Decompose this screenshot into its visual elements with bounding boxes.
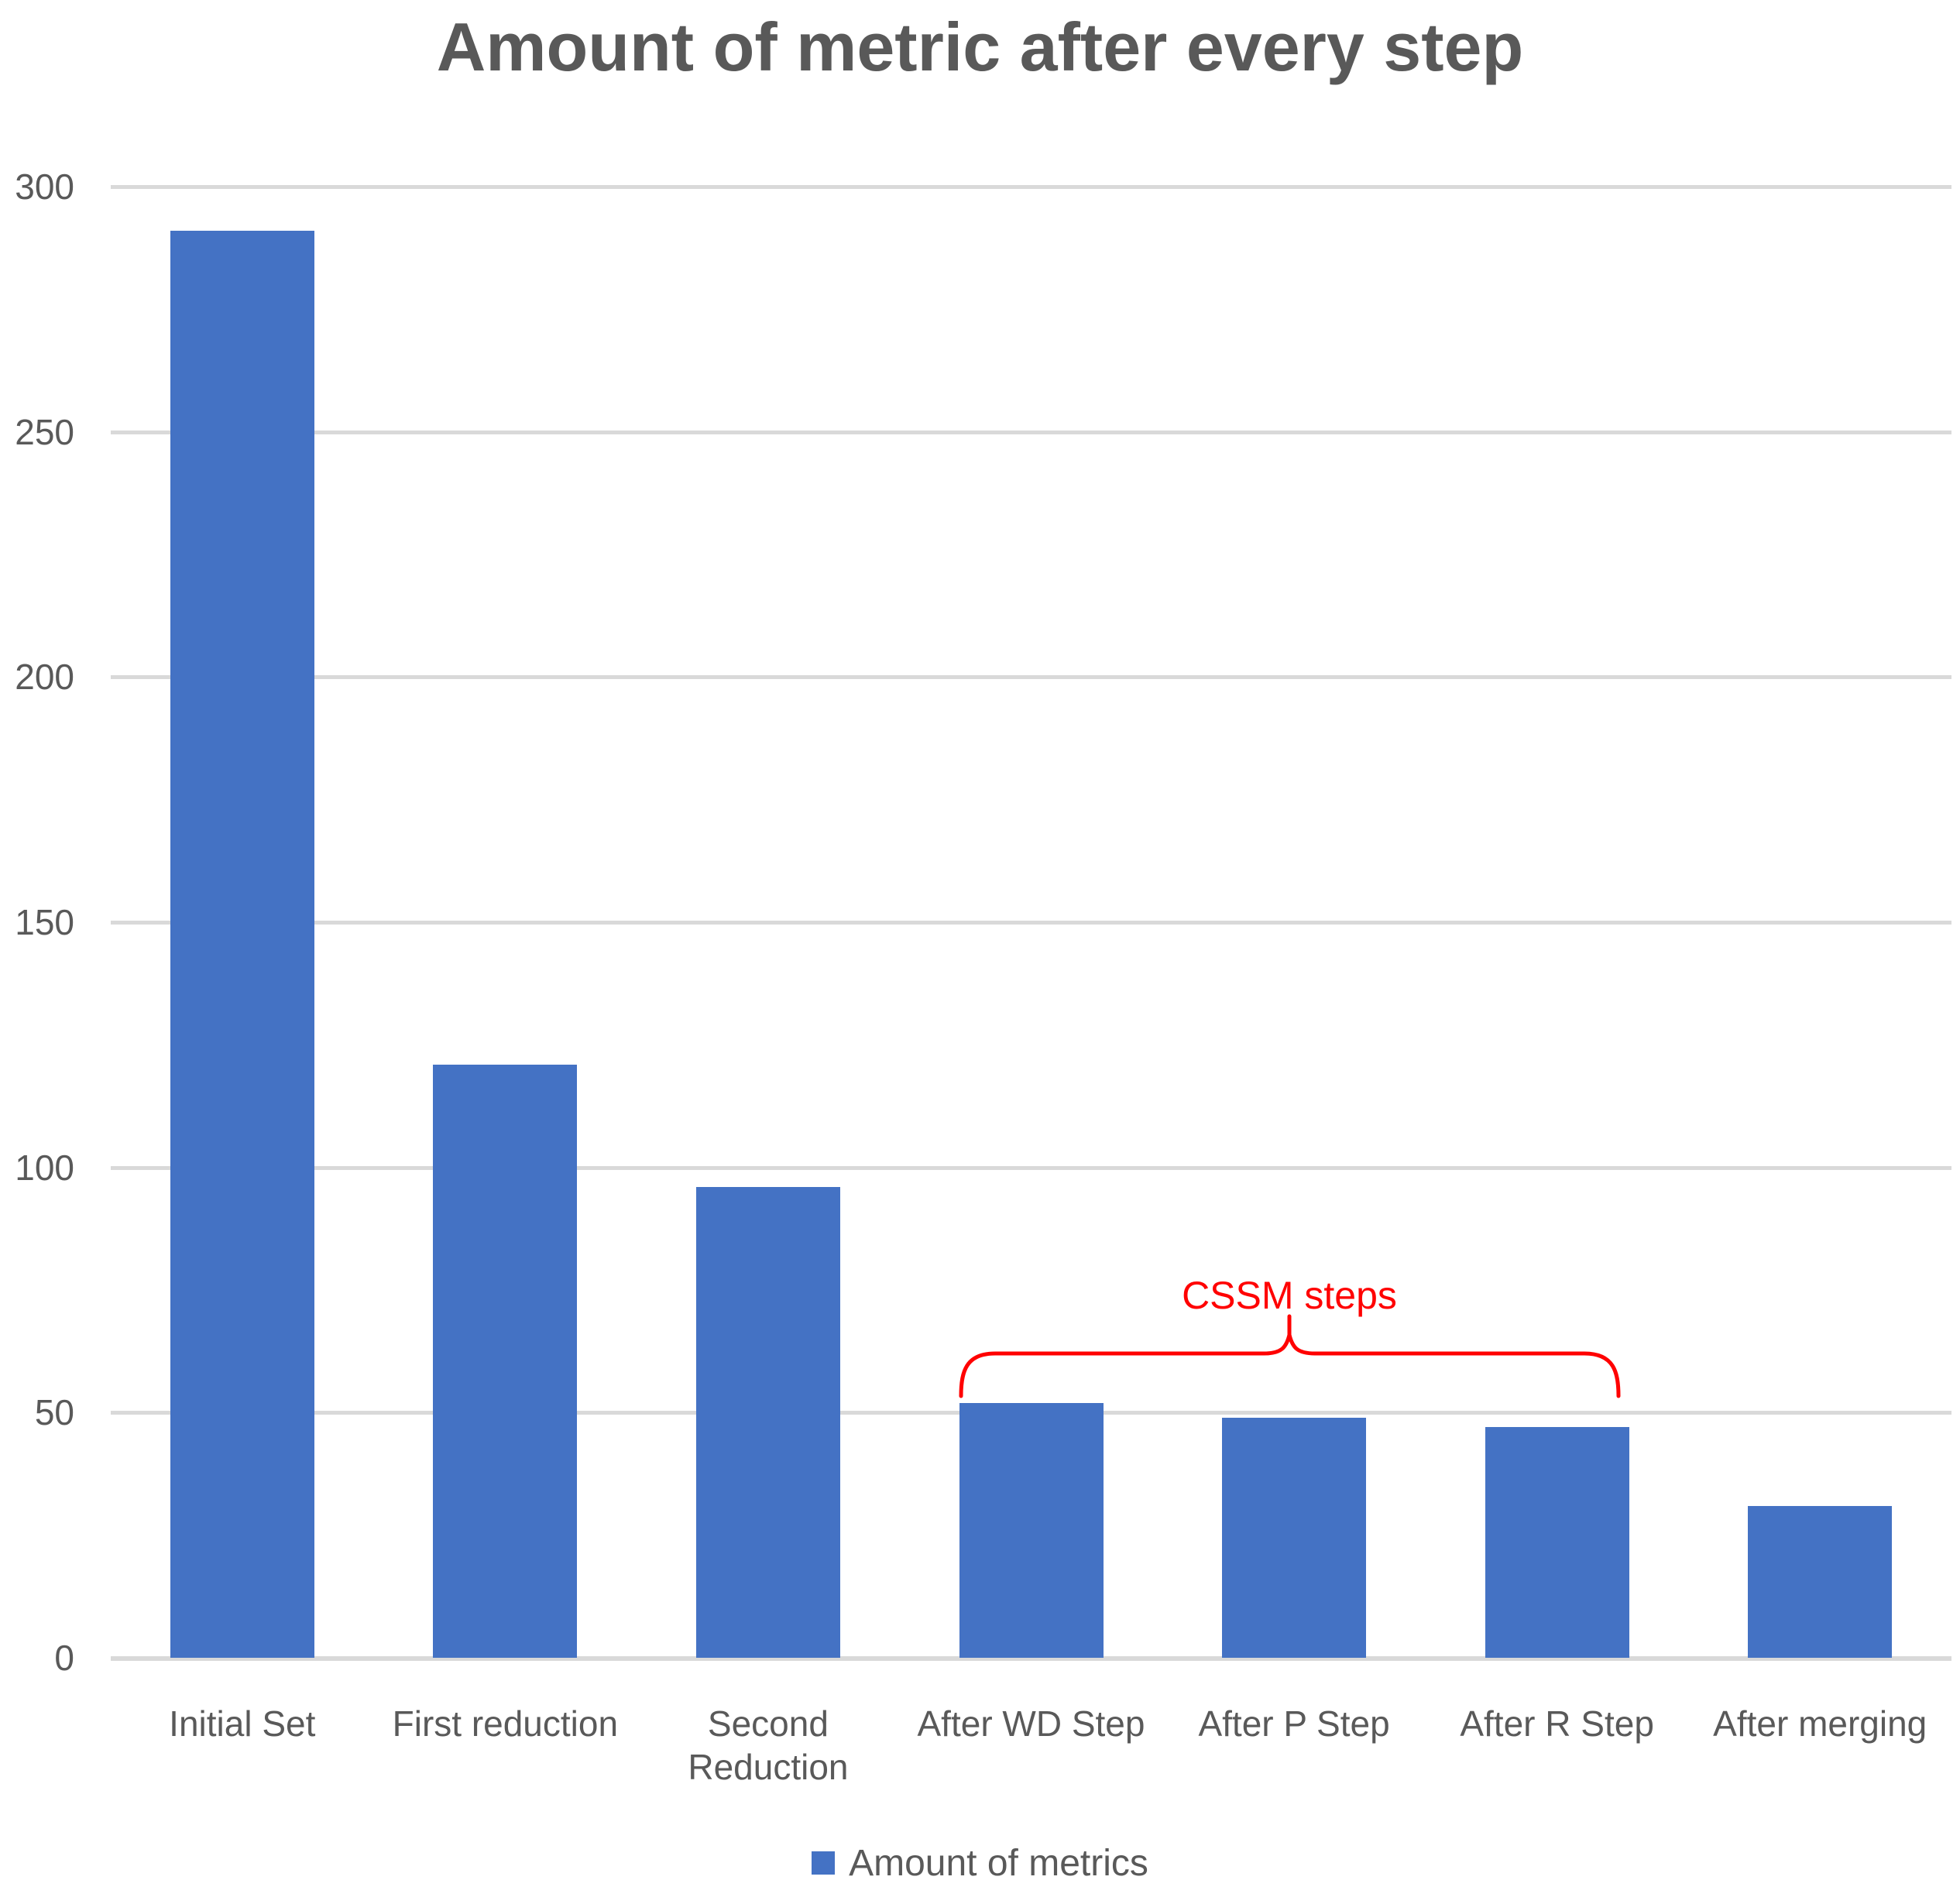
gridline-250 (111, 430, 1951, 434)
gridline-150 (111, 921, 1951, 925)
bar (959, 1402, 1104, 1658)
gridline-200 (111, 675, 1951, 680)
x-category-label: First reduction (392, 1703, 619, 1744)
y-tick-label: 150 (15, 902, 74, 942)
legend-swatch (812, 1851, 836, 1875)
bar (1485, 1427, 1629, 1658)
x-category-label: Initial Set (169, 1703, 316, 1744)
bar (1222, 1417, 1367, 1658)
x-category-label: After R Step (1460, 1703, 1654, 1744)
bar (1748, 1505, 1893, 1658)
x-category-label: After WD Step (917, 1703, 1145, 1744)
y-tick-label: 50 (34, 1392, 74, 1433)
y-tick-label: 250 (15, 411, 74, 452)
gridline-0 (111, 1656, 1951, 1661)
x-category-label: Second Reduction (688, 1703, 849, 1788)
y-tick-label: 100 (15, 1147, 74, 1188)
bar (433, 1064, 578, 1658)
x-category-label: After merging (1713, 1703, 1927, 1744)
gridline-100 (111, 1165, 1951, 1170)
annotation-label: CSSM steps (1182, 1274, 1397, 1317)
gridline-300 (111, 185, 1951, 189)
y-tick-label: 0 (54, 1638, 74, 1678)
bar (170, 231, 314, 1658)
y-tick-label: 200 (15, 657, 74, 698)
x-category-label: After P Step (1198, 1703, 1390, 1744)
y-tick-label: 300 (15, 166, 74, 207)
brace-annotation (959, 1334, 1621, 1398)
legend: Amount of metrics (0, 1841, 1960, 1880)
bar (695, 1187, 840, 1658)
chart-title: Amount of metric after every step (436, 9, 1524, 85)
legend-label: Amount of metrics (849, 1842, 1148, 1880)
